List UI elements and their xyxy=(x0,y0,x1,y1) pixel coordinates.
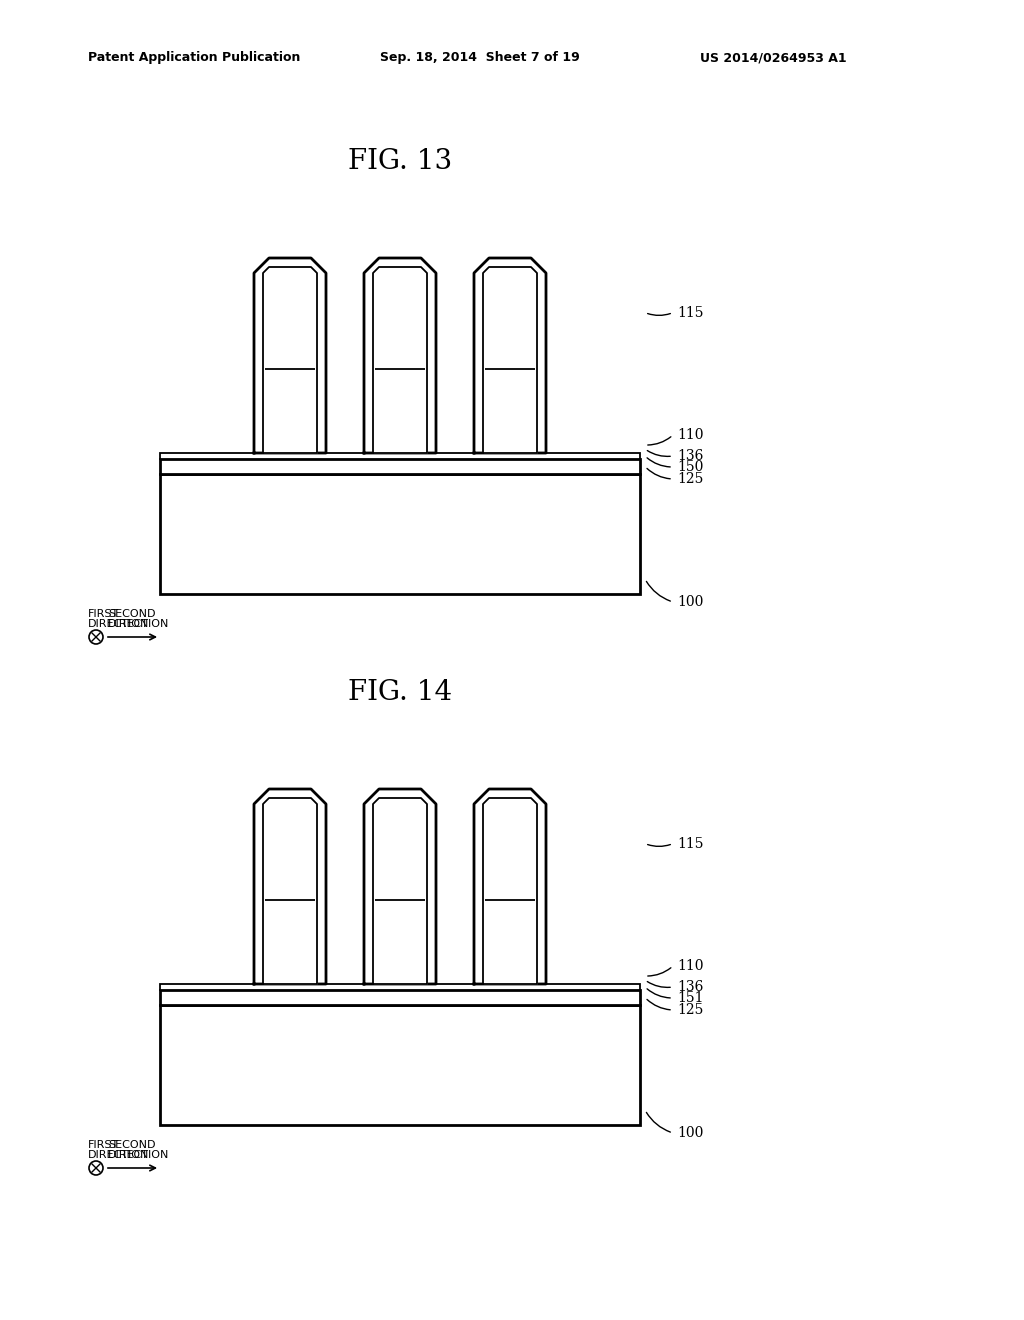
Text: Patent Application Publication: Patent Application Publication xyxy=(88,51,300,65)
Text: 136: 136 xyxy=(677,449,703,463)
Text: 125: 125 xyxy=(677,473,703,486)
Text: 125: 125 xyxy=(677,1003,703,1016)
Text: 115: 115 xyxy=(677,837,703,850)
Text: FIG. 14: FIG. 14 xyxy=(348,678,452,706)
Text: 110: 110 xyxy=(677,960,703,973)
Text: FIG. 13: FIG. 13 xyxy=(348,148,452,176)
Text: SECOND: SECOND xyxy=(108,1140,156,1150)
Polygon shape xyxy=(364,789,436,983)
Bar xyxy=(160,459,640,474)
Text: 100: 100 xyxy=(677,595,703,609)
Text: DIRECTION: DIRECTION xyxy=(108,619,169,630)
Text: US 2014/0264953 A1: US 2014/0264953 A1 xyxy=(700,51,847,65)
Text: DIRECTION: DIRECTION xyxy=(108,1150,169,1160)
Polygon shape xyxy=(483,799,537,983)
Polygon shape xyxy=(474,789,546,983)
Polygon shape xyxy=(373,799,427,983)
Text: 115: 115 xyxy=(677,306,703,319)
Polygon shape xyxy=(483,267,537,453)
Bar xyxy=(160,474,640,594)
Text: DIRECTION: DIRECTION xyxy=(88,1150,150,1160)
Text: 110: 110 xyxy=(677,428,703,442)
Text: 151: 151 xyxy=(677,991,703,1005)
Polygon shape xyxy=(254,789,326,983)
Polygon shape xyxy=(474,257,546,453)
Text: DIRECTION: DIRECTION xyxy=(88,619,150,630)
Text: 100: 100 xyxy=(677,1126,703,1140)
Polygon shape xyxy=(254,257,326,453)
Bar xyxy=(160,1005,640,1125)
Bar xyxy=(160,983,640,990)
Text: 150: 150 xyxy=(677,459,703,474)
Text: 136: 136 xyxy=(677,979,703,994)
Bar xyxy=(160,453,640,459)
Polygon shape xyxy=(263,799,317,983)
Polygon shape xyxy=(373,267,427,453)
Text: Sep. 18, 2014  Sheet 7 of 19: Sep. 18, 2014 Sheet 7 of 19 xyxy=(380,51,580,65)
Text: FIRST: FIRST xyxy=(88,1140,119,1150)
Polygon shape xyxy=(364,257,436,453)
Text: SECOND: SECOND xyxy=(108,609,156,619)
Polygon shape xyxy=(263,267,317,453)
Text: FIRST: FIRST xyxy=(88,609,119,619)
Bar xyxy=(160,990,640,1005)
